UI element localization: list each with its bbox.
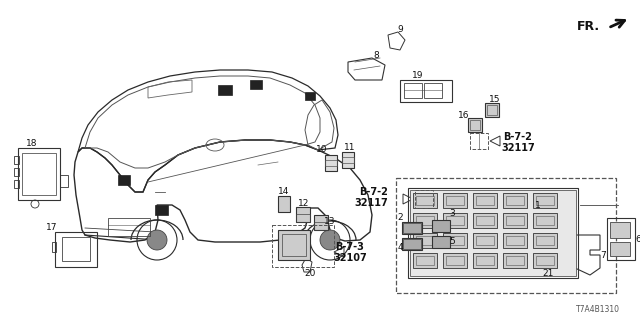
Text: 11: 11 xyxy=(344,143,356,153)
Text: 21: 21 xyxy=(542,268,554,277)
FancyBboxPatch shape xyxy=(155,205,168,215)
FancyBboxPatch shape xyxy=(218,85,232,95)
Text: 32117: 32117 xyxy=(355,198,388,208)
Circle shape xyxy=(147,230,167,250)
Text: 12: 12 xyxy=(298,199,310,209)
FancyBboxPatch shape xyxy=(473,213,497,228)
Text: 1: 1 xyxy=(535,201,541,210)
Text: B-7-2: B-7-2 xyxy=(504,132,532,142)
Circle shape xyxy=(320,230,340,250)
FancyBboxPatch shape xyxy=(314,215,328,230)
FancyBboxPatch shape xyxy=(413,233,437,248)
Text: FR.: FR. xyxy=(577,20,600,34)
FancyBboxPatch shape xyxy=(443,213,467,228)
FancyBboxPatch shape xyxy=(533,213,557,228)
Text: 3: 3 xyxy=(449,209,455,218)
FancyBboxPatch shape xyxy=(410,190,576,276)
FancyBboxPatch shape xyxy=(443,253,467,268)
FancyBboxPatch shape xyxy=(610,242,630,256)
Text: 32117: 32117 xyxy=(501,143,535,153)
FancyBboxPatch shape xyxy=(485,103,499,117)
FancyBboxPatch shape xyxy=(413,213,437,228)
Text: 9: 9 xyxy=(397,26,403,35)
Text: 18: 18 xyxy=(26,140,38,148)
Text: T7A4B1310: T7A4B1310 xyxy=(576,306,620,315)
FancyBboxPatch shape xyxy=(402,238,422,250)
Text: 4: 4 xyxy=(397,244,403,252)
FancyBboxPatch shape xyxy=(503,233,527,248)
Text: 16: 16 xyxy=(458,110,470,119)
FancyBboxPatch shape xyxy=(443,193,467,208)
FancyBboxPatch shape xyxy=(413,253,437,268)
FancyBboxPatch shape xyxy=(473,193,497,208)
Text: 6: 6 xyxy=(635,236,640,244)
Text: B-7-2: B-7-2 xyxy=(359,187,388,197)
Text: B-7-3: B-7-3 xyxy=(335,242,364,252)
Text: 20: 20 xyxy=(304,269,316,278)
FancyBboxPatch shape xyxy=(278,196,290,212)
FancyBboxPatch shape xyxy=(342,152,354,168)
FancyBboxPatch shape xyxy=(473,253,497,268)
Text: 13: 13 xyxy=(324,218,336,227)
Circle shape xyxy=(547,259,553,265)
FancyBboxPatch shape xyxy=(503,253,527,268)
FancyBboxPatch shape xyxy=(432,220,450,232)
FancyBboxPatch shape xyxy=(443,233,467,248)
Text: 14: 14 xyxy=(278,188,290,196)
FancyBboxPatch shape xyxy=(468,118,482,132)
FancyBboxPatch shape xyxy=(296,207,310,222)
FancyBboxPatch shape xyxy=(533,193,557,208)
Text: 7: 7 xyxy=(600,251,606,260)
Text: 5: 5 xyxy=(449,237,455,246)
Text: 15: 15 xyxy=(489,94,500,103)
FancyBboxPatch shape xyxy=(413,193,437,208)
FancyBboxPatch shape xyxy=(533,233,557,248)
FancyBboxPatch shape xyxy=(473,233,497,248)
FancyBboxPatch shape xyxy=(503,193,527,208)
Text: 2: 2 xyxy=(397,213,403,222)
FancyBboxPatch shape xyxy=(533,253,557,268)
FancyBboxPatch shape xyxy=(503,213,527,228)
FancyBboxPatch shape xyxy=(118,175,130,185)
Text: 10: 10 xyxy=(316,146,328,155)
Text: 32107: 32107 xyxy=(333,253,367,263)
FancyBboxPatch shape xyxy=(325,155,337,171)
FancyBboxPatch shape xyxy=(432,236,450,248)
Text: 19: 19 xyxy=(412,71,424,81)
Text: 17: 17 xyxy=(46,223,58,233)
FancyBboxPatch shape xyxy=(402,222,422,234)
FancyBboxPatch shape xyxy=(250,80,262,89)
FancyBboxPatch shape xyxy=(305,92,315,100)
FancyBboxPatch shape xyxy=(278,230,310,260)
Text: 8: 8 xyxy=(373,52,379,60)
FancyBboxPatch shape xyxy=(610,222,630,238)
